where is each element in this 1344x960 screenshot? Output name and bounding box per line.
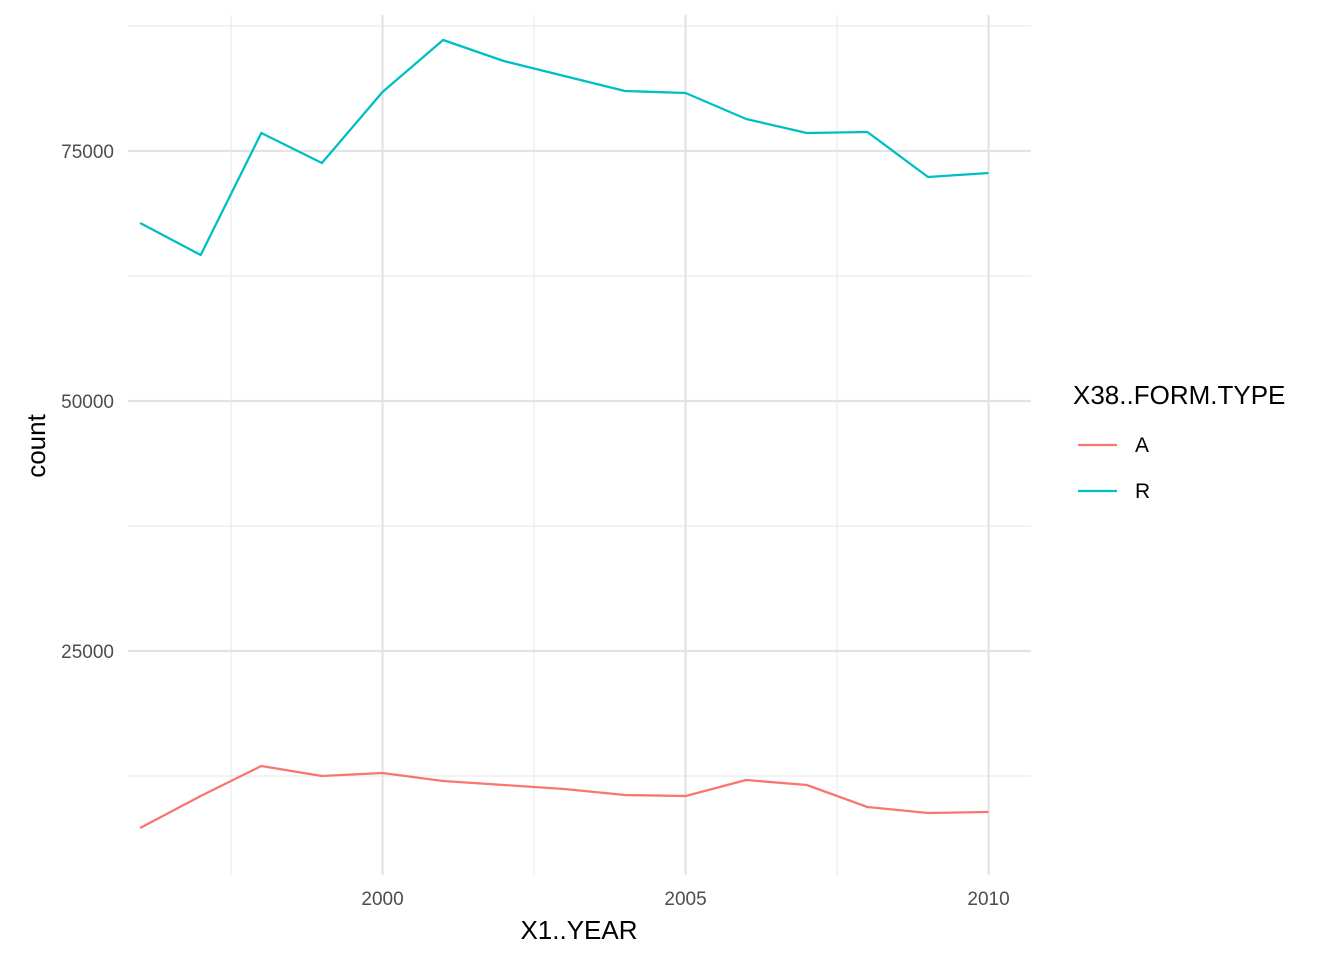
y-tick-label: 75000 [61, 142, 114, 163]
x-axis-title: X1..YEAR [520, 915, 637, 945]
y-tick-labels: 25000 50000 75000 [61, 142, 114, 663]
x-tick-label: 2005 [664, 889, 706, 910]
legend-items: AR [1078, 434, 1150, 503]
series-line-R [139, 38, 989, 257]
legend: X38..FORM.TYPE AR [1073, 380, 1285, 503]
series-lines [139, 38, 989, 830]
y-axis-title: count [21, 413, 51, 477]
y-tick-label: 50000 [61, 392, 114, 413]
x-tick-label: 2000 [361, 889, 403, 910]
minor-gridlines [128, 15, 1031, 875]
series-line-A [139, 764, 989, 830]
legend-title: X38..FORM.TYPE [1073, 380, 1285, 410]
x-tick-labels: 2000 2005 2010 [361, 889, 1009, 910]
legend-label-A: A [1135, 434, 1149, 457]
x-tick-label: 2010 [967, 889, 1009, 910]
major-gridlines [128, 15, 1031, 875]
legend-label-R: R [1135, 480, 1150, 503]
y-tick-label: 25000 [61, 642, 114, 663]
